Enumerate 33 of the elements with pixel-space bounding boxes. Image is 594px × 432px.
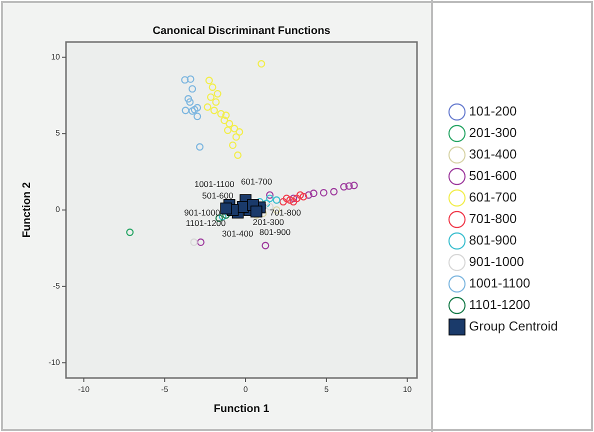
annotation: 1001-1100 <box>194 179 235 190</box>
legend-label: 1001-1100 <box>469 275 530 290</box>
x-tick-label: -10 <box>78 385 90 394</box>
annotation: 701-800 <box>270 208 302 218</box>
chart-title: Canonical Discriminant Functions <box>152 25 330 37</box>
legend-label: 501-600 <box>469 168 517 183</box>
y-tick-label: -5 <box>52 281 61 290</box>
annotation: 201-300 <box>252 216 284 227</box>
legend-label: Group Centroid <box>469 318 558 334</box>
y-tick-label: 10 <box>51 52 61 62</box>
legend-label: 101-200 <box>469 103 517 118</box>
x-tick-label: 5 <box>324 385 330 394</box>
legend-label: 801-900 <box>469 232 517 248</box>
x-tick-label: -5 <box>161 385 169 394</box>
legend-label: 301-400 <box>469 146 517 162</box>
annotation: 601-700 <box>240 176 272 186</box>
annotation: 301-400 <box>222 228 254 238</box>
x-axis-title: Function 1 <box>214 403 270 415</box>
y-tick-label: 0 <box>56 205 61 214</box>
annotation: 1101-1200 <box>186 218 226 228</box>
y-tick-label: 5 <box>56 128 61 138</box>
legend-label: 701-800 <box>469 210 517 226</box>
annotation: 901-1000 <box>184 208 220 218</box>
annotation: 801-900 <box>259 227 291 238</box>
legend-label: 601-700 <box>469 189 517 204</box>
legend-label: 1101-1200 <box>469 296 530 312</box>
x-tick-label: 0 <box>243 385 248 394</box>
annotation: 501-600 <box>202 190 234 200</box>
legend-label: 201-300 <box>469 124 517 140</box>
legend-label: 901-1000 <box>469 254 524 269</box>
y-tick-label: -10 <box>48 358 61 367</box>
y-axis-title: Function 2 <box>21 182 33 238</box>
x-tick-label: 10 <box>402 385 412 394</box>
